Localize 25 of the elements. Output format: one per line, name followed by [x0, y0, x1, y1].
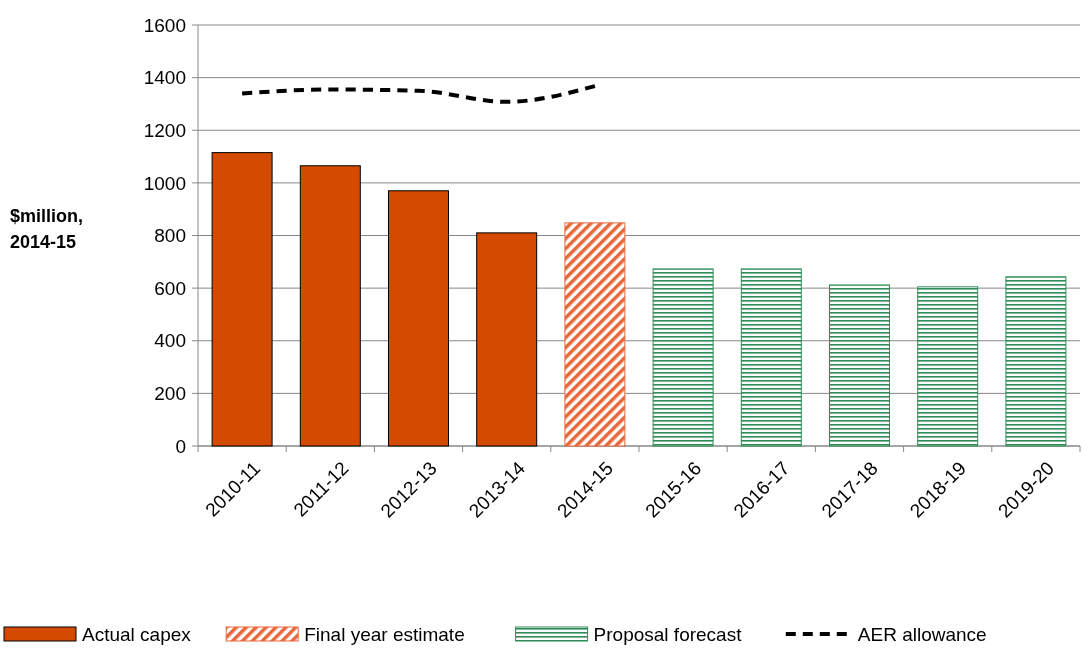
legend-label: Proposal forecast [593, 624, 743, 645]
bar [388, 190, 449, 447]
bar [1005, 276, 1067, 447]
y-axis-title: $million, 2014-15 [10, 206, 84, 252]
bar [917, 286, 979, 447]
y-tick-label: 400 [154, 330, 186, 352]
legend-label: Final year estimate [304, 624, 465, 645]
y-tick-label: 0 [175, 435, 186, 457]
legend-label: AER allowance [857, 624, 987, 645]
bar [211, 152, 273, 447]
bar [829, 284, 890, 447]
bar [476, 232, 538, 447]
y-tick-label: 1600 [143, 14, 186, 36]
y-tick-label: 1400 [143, 67, 186, 89]
bar [564, 222, 626, 447]
y-tick-label: 200 [154, 383, 186, 405]
y-tick-label: 800 [154, 225, 186, 247]
bar [299, 165, 361, 447]
line-series [240, 84, 597, 104]
y-tick-label: 1200 [143, 119, 186, 141]
y-tick-label: 1000 [143, 172, 186, 194]
y-tick-label: 600 [154, 277, 186, 299]
legend-label: Actual capex [82, 624, 192, 645]
bar [740, 268, 802, 447]
bar [652, 268, 714, 447]
